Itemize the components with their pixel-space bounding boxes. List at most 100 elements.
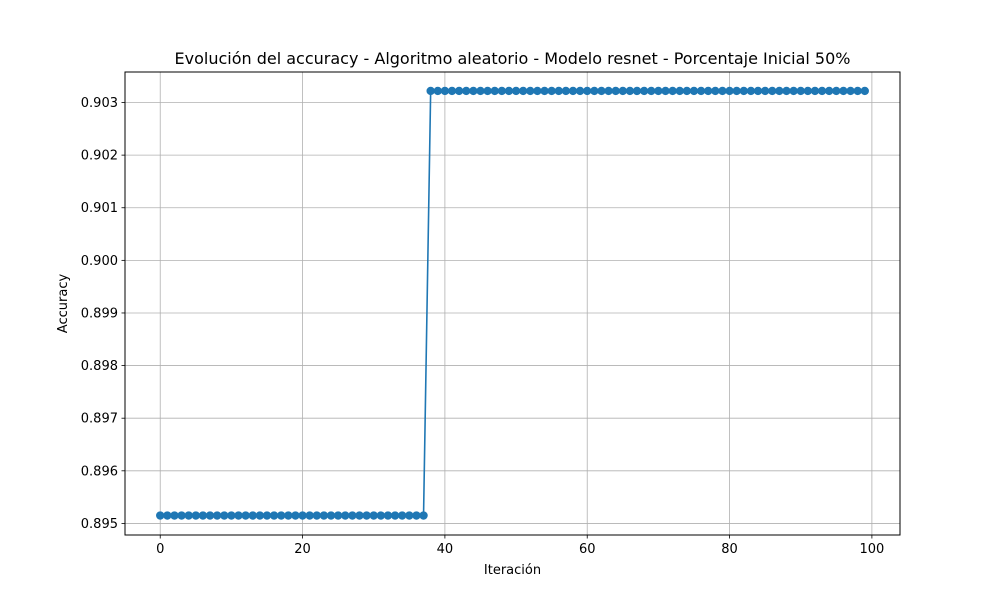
y-tick-label: 0.898: [81, 359, 118, 374]
data-point: [405, 511, 414, 520]
data-point: [647, 86, 656, 96]
y-tick-label: 0.895: [81, 517, 118, 532]
data-point: [234, 511, 243, 520]
data-point: [682, 86, 692, 96]
data-point: [447, 86, 457, 96]
data-point: [326, 511, 336, 520]
data-point: [746, 86, 756, 96]
data-point: [511, 86, 521, 96]
data-point: [462, 86, 471, 96]
y-tick-label: 0.896: [81, 464, 118, 479]
data-point: [205, 511, 215, 520]
data-point: [561, 86, 571, 96]
data-point: [454, 86, 464, 96]
data-point: [810, 86, 820, 96]
data-point: [163, 511, 172, 520]
data-point: [725, 86, 734, 96]
data-point: [540, 86, 549, 96]
data-point: [426, 86, 435, 96]
data-point: [341, 511, 350, 520]
data-point: [753, 86, 763, 96]
y-tick-label: 0.902: [81, 149, 118, 164]
data-point: [397, 511, 407, 520]
data-point: [846, 86, 855, 96]
data-point: [547, 86, 556, 96]
data-point: [291, 511, 300, 520]
data-point: [775, 86, 784, 96]
data-point: [832, 86, 841, 96]
data-point: [590, 86, 599, 96]
data-point: [248, 511, 257, 520]
x-tick-label: 20: [294, 542, 311, 557]
data-point: [369, 511, 378, 520]
y-tick-label: 0.903: [81, 96, 118, 111]
x-axis-label: Iteración: [484, 563, 541, 578]
data-point: [220, 511, 229, 520]
x-tick-label: 80: [721, 542, 738, 557]
data-point: [632, 86, 642, 96]
data-point: [277, 511, 286, 520]
data-point: [526, 86, 535, 96]
data-point: [348, 511, 357, 520]
data-point: [269, 511, 279, 520]
data-point: [518, 86, 528, 96]
y-tick-label: 0.897: [81, 412, 118, 427]
data-point: [839, 86, 848, 96]
data-point: [184, 511, 193, 520]
data-point: [618, 86, 628, 96]
x-tick-label: 0: [156, 542, 164, 557]
data-point: [476, 86, 485, 96]
data-point: [739, 86, 748, 96]
data-point: [803, 86, 813, 96]
data-point: [227, 511, 236, 520]
data-point: [611, 86, 620, 96]
data-point: [376, 511, 386, 520]
data-point: [796, 86, 805, 96]
data-point: [661, 86, 670, 96]
chart-title: Evolución del accuracy - Algoritmo aleat…: [175, 49, 851, 68]
data-point: [241, 511, 250, 520]
data-point: [583, 86, 592, 96]
data-point: [654, 86, 663, 96]
data-point: [604, 86, 613, 96]
x-tick-label: 40: [437, 542, 454, 557]
data-point: [262, 511, 272, 520]
x-tick-label: 100: [859, 542, 884, 557]
data-point: [412, 511, 421, 520]
data-point: [198, 511, 208, 520]
data-point: [533, 86, 542, 96]
data-point: [191, 511, 201, 520]
x-tick-label: 60: [579, 542, 596, 557]
data-point: [333, 511, 343, 520]
data-point: [483, 86, 492, 96]
data-point: [732, 86, 741, 96]
data-point: [298, 511, 307, 520]
y-tick-label: 0.899: [81, 306, 118, 321]
y-axis-label: Accuracy: [56, 274, 71, 334]
data-point: [469, 86, 478, 96]
data-point: [639, 86, 649, 96]
data-point: [419, 511, 428, 520]
data-point: [305, 511, 314, 520]
data-point: [284, 511, 293, 520]
data-point: [156, 511, 165, 520]
data-point: [696, 86, 706, 96]
data-point: [554, 86, 563, 96]
data-point: [597, 86, 606, 96]
data-point: [433, 86, 442, 96]
data-point: [760, 86, 770, 96]
data-point: [255, 511, 265, 520]
plot-frame: [124, 71, 901, 536]
data-point: [704, 86, 713, 96]
data-point: [853, 86, 862, 96]
data-point: [860, 86, 869, 96]
data-point: [768, 86, 777, 96]
data-point: [668, 86, 677, 96]
data-point: [490, 86, 499, 96]
data-point: [824, 86, 834, 96]
data-point: [568, 86, 578, 96]
y-tick-label: 0.901: [81, 201, 118, 216]
data-point: [504, 86, 514, 96]
data-point: [689, 86, 699, 96]
